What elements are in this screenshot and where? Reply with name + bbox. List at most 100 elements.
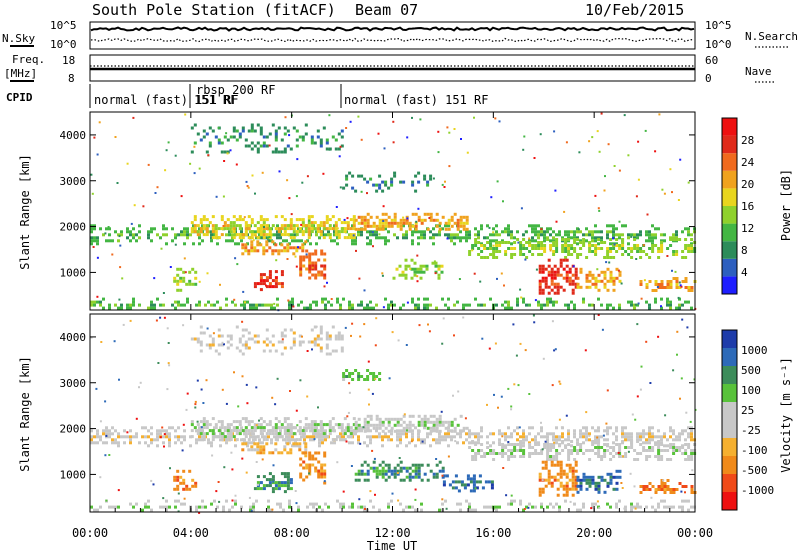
heatmap-cell — [323, 276, 327, 280]
heatmap-noise-cell — [369, 490, 372, 493]
heatmap-cell — [250, 337, 254, 341]
heatmap-cell — [465, 438, 468, 442]
heatmap-cell — [256, 435, 260, 439]
heatmap-cell — [96, 236, 99, 240]
heatmap-cell — [675, 438, 678, 442]
heatmap-cell — [210, 230, 213, 234]
heatmap-cell — [408, 221, 412, 225]
heatmap-cell — [501, 446, 505, 449]
heatmap-cell — [288, 306, 291, 310]
heatmap-noise-cell — [503, 284, 505, 287]
heatmap-cell — [105, 239, 108, 243]
heatmap-cell — [241, 417, 245, 421]
heatmap-cell — [588, 432, 591, 436]
heatmap-cell — [316, 224, 320, 228]
heatmap-cell — [182, 270, 186, 274]
heatmap-cell — [553, 273, 557, 277]
heatmap-cell — [468, 303, 471, 307]
heatmap-cell — [546, 297, 549, 301]
heatmap-cell — [274, 442, 278, 446]
heatmap-cell — [429, 177, 433, 181]
heatmap-cell — [519, 435, 522, 439]
heatmap-cell — [420, 438, 423, 442]
heatmap-cell — [265, 249, 269, 253]
heatmap-cell — [522, 441, 525, 445]
heatmap-cell — [193, 215, 197, 219]
heatmap-cell — [444, 303, 447, 307]
heatmap-cell — [579, 449, 583, 452]
heatmap-cell — [302, 460, 306, 464]
heatmap-cell — [441, 435, 444, 439]
heatmap-cell — [189, 233, 192, 237]
heatmap-noise-cell — [163, 433, 166, 436]
heatmap-cell — [630, 443, 634, 446]
heatmap-cell — [255, 435, 258, 439]
heatmap-cell — [537, 303, 540, 307]
heatmap-cell — [384, 227, 387, 231]
heatmap-cell — [603, 449, 607, 452]
heatmap-noise-cell — [533, 157, 536, 159]
heatmap-cell — [304, 423, 308, 427]
heatmap-cell — [262, 224, 266, 228]
heatmap-cell — [267, 435, 270, 439]
heatmap-cell — [571, 487, 575, 491]
heatmap-cell — [556, 487, 560, 491]
heatmap-cell — [381, 466, 385, 470]
heatmap-cell — [214, 230, 218, 234]
heatmap-cell — [183, 303, 186, 307]
heatmap-cell — [474, 443, 478, 446]
heatmap-cell — [498, 443, 502, 446]
heatmap-cell — [286, 243, 290, 247]
heatmap-cell — [220, 141, 224, 145]
heatmap-cell — [363, 420, 367, 424]
heatmap-cell — [174, 499, 177, 503]
heatmap-cell — [445, 474, 449, 478]
heatmap-cell — [654, 289, 658, 292]
heatmap-cell — [486, 505, 489, 509]
heatmap-noise-cell — [565, 141, 568, 144]
heatmap-cell — [337, 218, 341, 222]
heatmap-cell — [472, 477, 476, 481]
heatmap-cell — [618, 270, 622, 274]
heatmap-noise-cell — [406, 136, 409, 139]
heatmap-noise-cell — [623, 114, 626, 117]
heatmap-cell — [576, 282, 580, 286]
heatmap-cell — [366, 472, 370, 476]
heatmap-cell — [366, 469, 370, 473]
heatmap-cell — [567, 438, 570, 442]
heatmap-cell — [238, 132, 242, 136]
heatmap-cell — [316, 435, 320, 439]
heatmap-cell — [507, 426, 510, 430]
heatmap-cell — [387, 463, 391, 467]
heatmap-cell — [349, 236, 353, 240]
heatmap-cell — [663, 449, 667, 452]
heatmap-cell — [513, 253, 517, 256]
heatmap-cell — [504, 435, 507, 439]
heatmap-cell — [132, 303, 135, 307]
heatmap-cell — [90, 429, 93, 433]
x-tick-label: 04:00 — [173, 526, 209, 540]
heatmap-cell — [507, 449, 511, 452]
heatmap-cell — [549, 297, 552, 301]
heatmap-cell — [513, 446, 517, 449]
heatmap-cell — [432, 414, 436, 418]
heatmap-cell — [346, 227, 350, 231]
heatmap-noise-cell — [446, 126, 449, 129]
heatmap-cell — [684, 499, 687, 503]
heatmap-cell — [93, 303, 96, 307]
heatmap-cell — [510, 449, 514, 452]
heatmap-cell — [223, 426, 227, 430]
heatmap-cell — [337, 334, 341, 338]
heatmap-cell — [504, 300, 507, 304]
heatmap-cell — [265, 337, 269, 341]
heatmap-noise-cell — [433, 260, 436, 263]
heatmap-cell — [334, 138, 338, 142]
heatmap-cell — [241, 352, 245, 356]
heatmap-noise-cell — [447, 455, 450, 458]
heatmap-cell — [384, 239, 387, 243]
heatmap-cell — [534, 227, 537, 231]
heatmap-noise-cell — [163, 316, 166, 319]
heatmap-cell — [288, 441, 291, 445]
heatmap-cell — [342, 432, 345, 436]
heatmap-cell — [654, 233, 657, 237]
